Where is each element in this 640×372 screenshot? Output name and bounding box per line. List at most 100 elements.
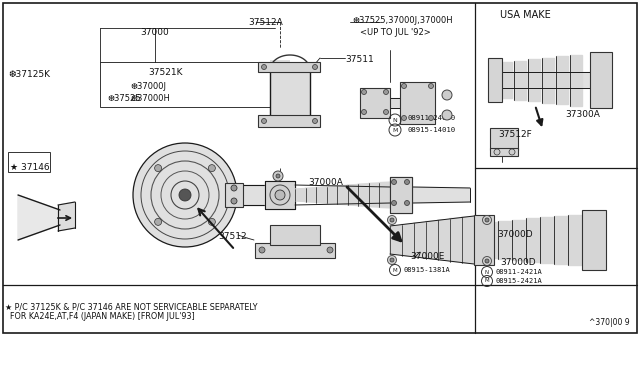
Circle shape <box>383 90 388 94</box>
Text: 37000A: 37000A <box>308 178 343 187</box>
Text: 08911-24010: 08911-24010 <box>408 115 456 121</box>
Polygon shape <box>556 56 568 104</box>
Circle shape <box>275 190 285 200</box>
Circle shape <box>209 165 216 171</box>
Bar <box>100 62 275 107</box>
Polygon shape <box>337 185 348 205</box>
Bar <box>255 243 335 258</box>
Circle shape <box>485 259 489 263</box>
Polygon shape <box>438 219 450 260</box>
Polygon shape <box>358 184 369 206</box>
Text: USA MAKE: USA MAKE <box>500 10 551 20</box>
Text: 37511: 37511 <box>345 55 374 64</box>
Polygon shape <box>540 217 554 263</box>
Polygon shape <box>542 58 554 103</box>
Circle shape <box>387 215 397 224</box>
Text: 37300A: 37300A <box>565 110 600 119</box>
Polygon shape <box>348 185 358 205</box>
Text: M: M <box>393 267 397 273</box>
Text: <UP TO JUL '92>: <UP TO JUL '92> <box>360 28 431 37</box>
Circle shape <box>276 174 280 178</box>
Text: ❆37000J: ❆37000J <box>130 82 166 91</box>
Polygon shape <box>484 222 498 258</box>
Text: 37512A: 37512A <box>248 18 283 27</box>
Polygon shape <box>526 218 540 262</box>
Bar <box>490 128 518 150</box>
Polygon shape <box>326 186 337 204</box>
Circle shape <box>485 218 489 222</box>
Polygon shape <box>295 189 305 202</box>
Circle shape <box>390 258 394 262</box>
Text: ❆37125K: ❆37125K <box>8 70 50 79</box>
Bar <box>3 3 637 333</box>
Text: 37512F: 37512F <box>498 130 532 139</box>
Polygon shape <box>514 61 526 99</box>
Polygon shape <box>388 98 402 108</box>
Bar <box>270 225 320 245</box>
Circle shape <box>442 110 452 120</box>
Text: 37512: 37512 <box>218 232 246 241</box>
Circle shape <box>483 257 492 266</box>
Circle shape <box>155 165 162 171</box>
Circle shape <box>327 247 333 253</box>
Polygon shape <box>528 59 540 101</box>
Text: 37000D: 37000D <box>497 230 532 239</box>
Circle shape <box>509 149 515 155</box>
Polygon shape <box>369 183 380 207</box>
Polygon shape <box>402 224 414 256</box>
Circle shape <box>312 64 317 70</box>
Circle shape <box>262 119 266 124</box>
Bar <box>258 115 320 127</box>
Polygon shape <box>554 216 568 264</box>
Text: M: M <box>392 128 397 132</box>
Text: ❆37525,37000J,37000H: ❆37525,37000J,37000H <box>352 16 452 25</box>
Polygon shape <box>242 185 278 205</box>
Polygon shape <box>500 62 512 98</box>
Circle shape <box>429 83 433 89</box>
Polygon shape <box>568 215 582 265</box>
Text: ❆37000H: ❆37000H <box>130 94 170 103</box>
Polygon shape <box>570 55 582 106</box>
Polygon shape <box>316 187 326 203</box>
Circle shape <box>231 198 237 204</box>
Bar <box>8 152 50 172</box>
Polygon shape <box>270 60 310 120</box>
Circle shape <box>155 218 162 225</box>
Text: M: M <box>484 279 490 283</box>
Text: ^370|00 9: ^370|00 9 <box>589 318 630 327</box>
Circle shape <box>270 185 290 205</box>
Polygon shape <box>500 72 590 88</box>
Text: 08915-14010: 08915-14010 <box>408 127 456 133</box>
Polygon shape <box>426 221 438 259</box>
Circle shape <box>404 180 410 185</box>
Circle shape <box>383 109 388 115</box>
Polygon shape <box>462 217 474 263</box>
Text: 37000E: 37000E <box>410 252 444 261</box>
Circle shape <box>442 90 452 100</box>
Bar <box>400 82 435 124</box>
Circle shape <box>404 201 410 205</box>
Polygon shape <box>414 222 426 257</box>
Bar <box>390 177 412 213</box>
Polygon shape <box>265 181 295 209</box>
Text: ★ P/C 37125K & P/C 37146 ARE NOT SERVICEABLE SEPARATELY: ★ P/C 37125K & P/C 37146 ARE NOT SERVICE… <box>5 302 257 311</box>
Circle shape <box>209 218 216 225</box>
Polygon shape <box>18 195 60 240</box>
Circle shape <box>483 215 492 224</box>
Text: N: N <box>485 269 489 275</box>
Bar <box>590 52 612 108</box>
Text: 08911-2421A: 08911-2421A <box>496 269 543 275</box>
Circle shape <box>392 180 397 185</box>
Bar <box>582 210 606 270</box>
Circle shape <box>179 189 191 201</box>
Text: 37000: 37000 <box>141 28 170 37</box>
Text: 08915-1381A: 08915-1381A <box>403 267 450 273</box>
Circle shape <box>390 218 394 222</box>
Polygon shape <box>412 187 470 203</box>
Text: 37521K: 37521K <box>148 68 182 77</box>
Polygon shape <box>58 202 75 231</box>
Text: 08915-2421A: 08915-2421A <box>496 278 543 284</box>
Text: ★ 37146: ★ 37146 <box>10 163 50 172</box>
Polygon shape <box>498 221 512 259</box>
Circle shape <box>392 201 397 205</box>
